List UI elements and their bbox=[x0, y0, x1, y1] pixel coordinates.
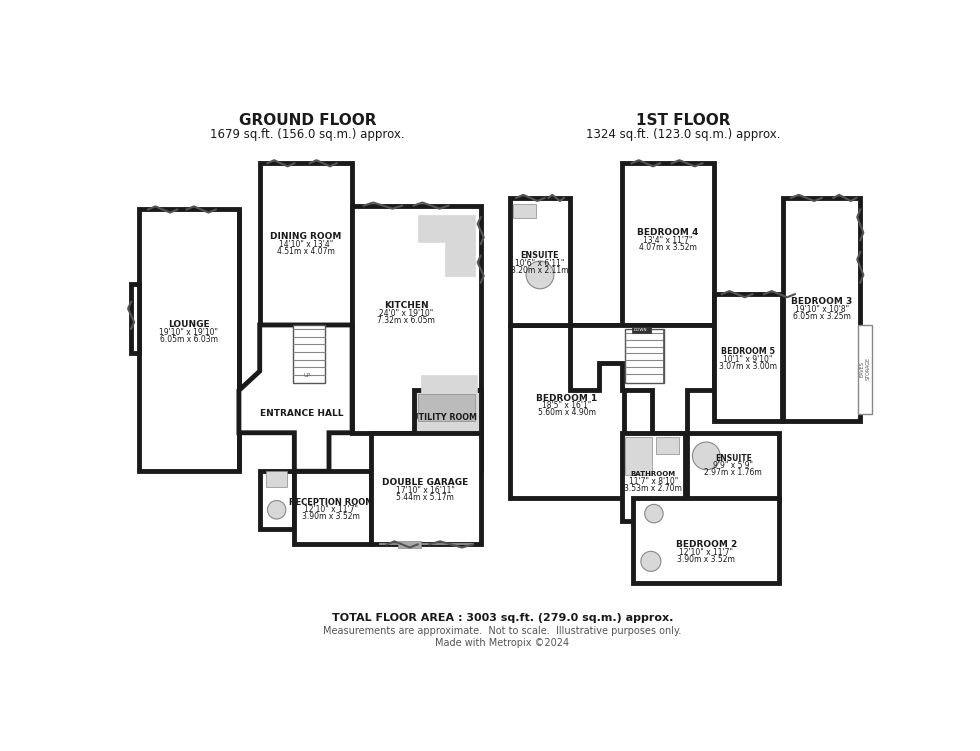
Bar bbox=[687, 433, 779, 500]
Bar bbox=[657, 436, 679, 454]
Circle shape bbox=[268, 500, 286, 519]
Text: 13'4" x 11'7": 13'4" x 11'7" bbox=[643, 236, 693, 245]
Bar bbox=[625, 436, 653, 475]
Bar bbox=[510, 198, 570, 325]
Text: 12'10" x 11'7": 12'10" x 11'7" bbox=[679, 547, 733, 556]
Text: BEDROOM 2: BEDROOM 2 bbox=[675, 540, 737, 549]
Bar bbox=[714, 294, 782, 421]
Text: 14'10" x 13'4": 14'10" x 13'4" bbox=[278, 240, 333, 249]
Circle shape bbox=[641, 551, 661, 572]
Text: BEDROOM 1: BEDROOM 1 bbox=[536, 394, 598, 403]
Bar bbox=[260, 472, 294, 529]
Circle shape bbox=[526, 261, 554, 289]
Text: ENSUITE: ENSUITE bbox=[520, 251, 560, 260]
Bar bbox=[510, 325, 624, 498]
Text: UP: UP bbox=[304, 372, 311, 378]
Text: 3.90m x 3.52m: 3.90m x 3.52m bbox=[303, 512, 361, 521]
Text: GROUND FLOOR: GROUND FLOOR bbox=[239, 113, 376, 128]
Bar bbox=[514, 204, 536, 218]
Text: DINING ROOM: DINING ROOM bbox=[270, 232, 342, 241]
Text: 1679 sq.ft. (156.0 sq.m.) approx.: 1679 sq.ft. (156.0 sq.m.) approx. bbox=[210, 128, 405, 140]
Bar bbox=[371, 433, 481, 544]
Text: 6.05m x 6.03m: 6.05m x 6.03m bbox=[160, 335, 218, 344]
Bar bbox=[260, 163, 352, 325]
Bar bbox=[445, 215, 475, 276]
Bar bbox=[632, 327, 651, 333]
Bar bbox=[633, 498, 779, 583]
Text: 4.07m x 3.52m: 4.07m x 3.52m bbox=[639, 243, 697, 252]
Text: 11'7" x 8'10": 11'7" x 8'10" bbox=[628, 477, 678, 486]
Text: Made with Metropix ©2024: Made with Metropix ©2024 bbox=[435, 638, 569, 648]
Text: DOUBLE GARAGE: DOUBLE GARAGE bbox=[382, 478, 468, 487]
Bar bbox=[621, 433, 685, 521]
Text: 5.44m x 5.17m: 5.44m x 5.17m bbox=[396, 493, 454, 502]
Text: 10'1" x 9'10": 10'1" x 9'10" bbox=[723, 355, 772, 364]
Text: 10'6" x 6'11": 10'6" x 6'11" bbox=[515, 259, 564, 268]
Text: BEDROOM 5: BEDROOM 5 bbox=[721, 348, 775, 357]
Text: TOTAL FLOOR AREA : 3003 sq.ft. (279.0 sq.m.) approx.: TOTAL FLOOR AREA : 3003 sq.ft. (279.0 sq… bbox=[331, 613, 673, 623]
Text: 3.90m x 3.52m: 3.90m x 3.52m bbox=[677, 554, 735, 563]
Text: LOUNGE: LOUNGE bbox=[168, 321, 210, 330]
Text: 3.20m x 2.11m: 3.20m x 2.11m bbox=[512, 266, 568, 275]
Bar bbox=[625, 329, 664, 383]
Text: 4.51m x 4.07m: 4.51m x 4.07m bbox=[277, 246, 335, 255]
Text: BATHROOM: BATHROOM bbox=[630, 471, 676, 477]
Text: 1324 sq.ft. (123.0 sq.m.) approx.: 1324 sq.ft. (123.0 sq.m.) approx. bbox=[586, 128, 780, 140]
Circle shape bbox=[693, 442, 720, 469]
Bar bbox=[139, 210, 239, 472]
Text: BEDROOM 3: BEDROOM 3 bbox=[791, 297, 853, 306]
Text: 6.05m x 3.25m: 6.05m x 3.25m bbox=[793, 312, 851, 321]
Text: 3.07m x 3.00m: 3.07m x 3.00m bbox=[719, 362, 777, 371]
Text: 18'5" x 16'1": 18'5" x 16'1" bbox=[542, 401, 592, 410]
Bar bbox=[621, 163, 714, 325]
Text: 19'10" x 10'8": 19'10" x 10'8" bbox=[795, 305, 849, 314]
Text: 24'0" x 19'10": 24'0" x 19'10" bbox=[379, 309, 433, 318]
Text: 12'10" x 11'7": 12'10" x 11'7" bbox=[305, 505, 359, 514]
Circle shape bbox=[645, 505, 663, 523]
Text: ENSUITE: ENSUITE bbox=[714, 454, 752, 463]
Bar bbox=[294, 472, 371, 544]
Text: RECEPTION ROOM: RECEPTION ROOM bbox=[289, 498, 373, 507]
Bar bbox=[783, 198, 860, 421]
Text: ENTRANCE HALL: ENTRANCE HALL bbox=[261, 409, 344, 418]
Text: 5.60m x 4.90m: 5.60m x 4.90m bbox=[538, 409, 596, 418]
Text: Measurements are approximate.  Not to scale.  Illustrative purposes only.: Measurements are approximate. Not to sca… bbox=[323, 626, 681, 636]
Text: 9'9" x 5'9": 9'9" x 5'9" bbox=[713, 461, 754, 470]
Polygon shape bbox=[570, 325, 714, 433]
Text: 17'10" x 16'11": 17'10" x 16'11" bbox=[396, 486, 455, 495]
Text: 19'10" x 19'10": 19'10" x 19'10" bbox=[160, 328, 219, 337]
Polygon shape bbox=[239, 325, 352, 472]
Bar bbox=[417, 215, 445, 242]
Bar bbox=[421, 375, 477, 425]
Bar bbox=[131, 284, 139, 354]
Text: 2.97m x 1.76m: 2.97m x 1.76m bbox=[705, 469, 762, 478]
Text: 3.53m x 2.70m: 3.53m x 2.70m bbox=[624, 484, 682, 493]
Text: EAVES
STORAGE: EAVES STORAGE bbox=[859, 357, 870, 381]
Bar bbox=[266, 472, 287, 487]
Text: BEDROOM 4: BEDROOM 4 bbox=[637, 228, 699, 237]
Text: DOWN: DOWN bbox=[634, 328, 648, 333]
Bar bbox=[417, 394, 475, 421]
Bar bbox=[293, 325, 325, 383]
Text: KITCHEN: KITCHEN bbox=[384, 301, 428, 310]
Bar bbox=[858, 325, 872, 414]
Text: 1ST FLOOR: 1ST FLOOR bbox=[636, 113, 730, 128]
Text: 7.32m x 6.05m: 7.32m x 6.05m bbox=[377, 316, 435, 325]
Bar bbox=[398, 541, 421, 547]
Bar bbox=[414, 391, 481, 472]
Bar bbox=[352, 206, 481, 433]
Text: UTILITY ROOM: UTILITY ROOM bbox=[412, 413, 477, 422]
